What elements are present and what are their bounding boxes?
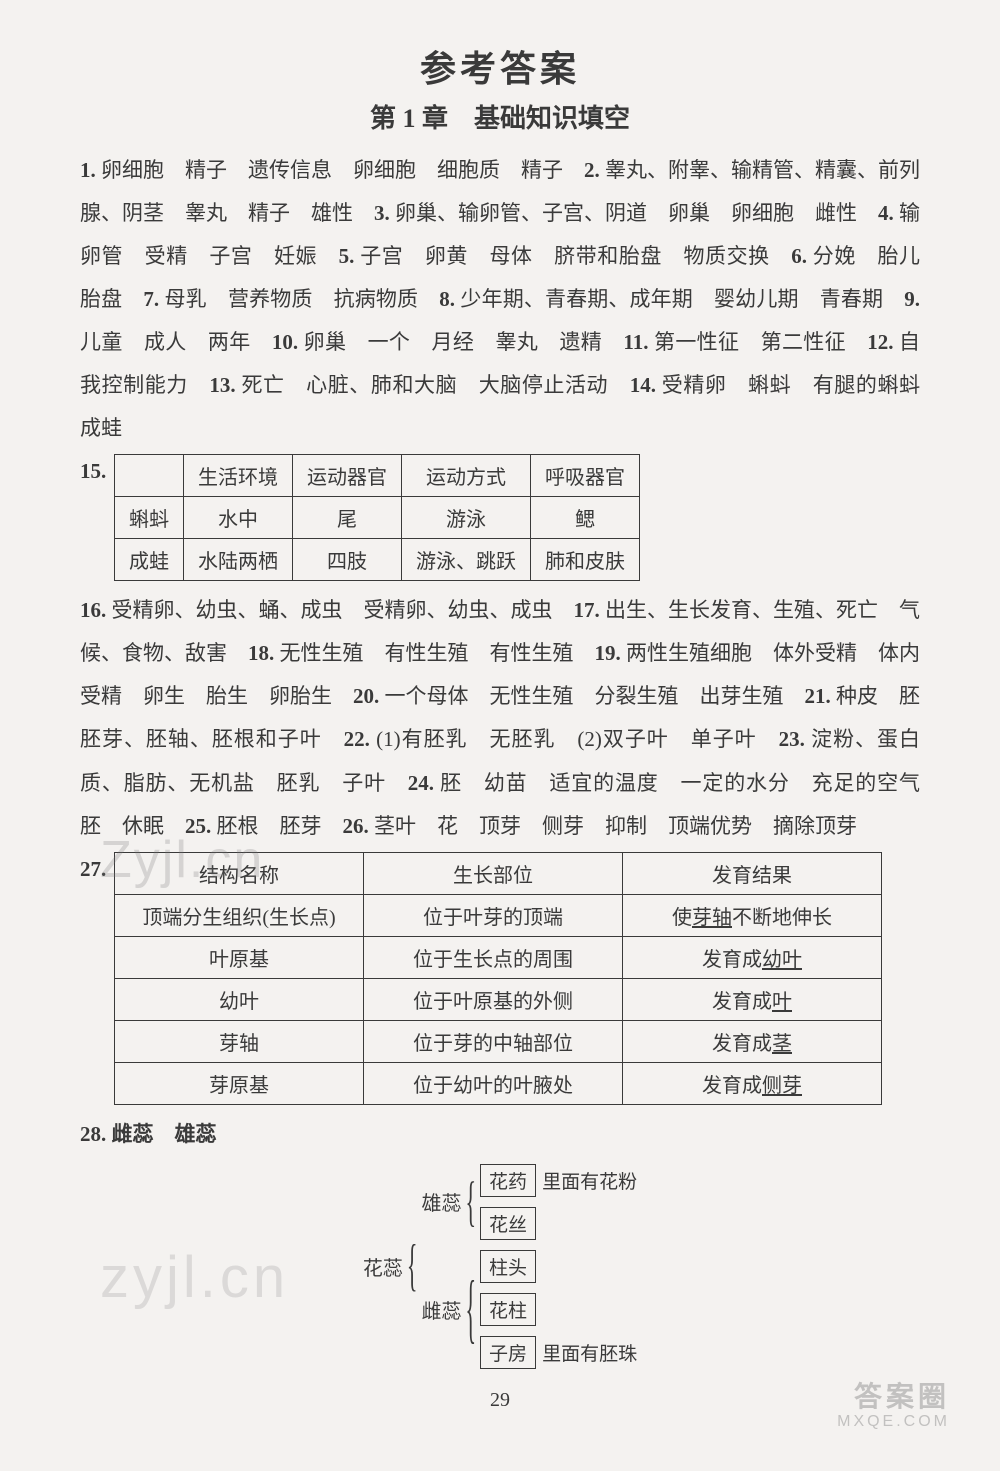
diagram-box: 柱头 bbox=[480, 1250, 536, 1283]
table-header bbox=[115, 455, 184, 497]
q27-row: 27. 结构名称生长部位发育结果顶端分生组织(生长点)位于叶芽的顶端使芽轴不断地… bbox=[80, 848, 920, 1113]
q15-row: 15. 生活环境运动器官运动方式呼吸器官蝌蚪水中尾游泳鳃成蛙水陆两栖四肢游泳、跳… bbox=[80, 450, 920, 589]
diagram-item: 子房里面有胚珠 bbox=[480, 1336, 637, 1369]
brace-icon: { bbox=[407, 1232, 418, 1300]
diagram-branch: 雄蕊{花药里面有花粉花丝 bbox=[421, 1164, 637, 1240]
chapter-title: 第 1 章 基础知识填空 bbox=[80, 98, 920, 135]
answers-block-2: 16. 受精卵、幼虫、蛹、成虫 受精卵、幼虫、成虫 17. 出生、生长发育、生殖… bbox=[80, 589, 920, 847]
diagram-branch: 雌蕊{柱头花柱子房里面有胚珠 bbox=[421, 1250, 637, 1369]
diagram-item: 花柱 bbox=[480, 1293, 637, 1326]
table-15: 生活环境运动器官运动方式呼吸器官蝌蚪水中尾游泳鳃成蛙水陆两栖四肢游泳、跳跃肺和皮… bbox=[114, 454, 640, 581]
table-row: 成蛙水陆两栖四肢游泳、跳跃肺和皮肤 bbox=[115, 539, 640, 581]
diagram-box: 花柱 bbox=[480, 1293, 536, 1326]
diagram-item: 柱头 bbox=[480, 1250, 637, 1283]
diagram-tail: 里面有花粉 bbox=[542, 1167, 637, 1194]
branch-label: 雄蕊 bbox=[421, 1187, 461, 1216]
diagram-root-label: 花蕊 bbox=[363, 1252, 403, 1281]
table-header: 生活环境 bbox=[184, 455, 293, 497]
diagram-item: 花丝 bbox=[480, 1207, 637, 1240]
q28-text: 28. 雌蕊 雄蕊 bbox=[80, 1113, 920, 1156]
diagram-branches: 雄蕊{花药里面有花粉花丝雌蕊{柱头花柱子房里面有胚珠 bbox=[421, 1164, 637, 1369]
table-header: 生长部位 bbox=[364, 852, 623, 894]
branch-items: 柱头花柱子房里面有胚珠 bbox=[480, 1250, 637, 1369]
brace-icon: { bbox=[465, 1264, 476, 1355]
watermark-3b: MXQE.COM bbox=[837, 1413, 950, 1431]
diagram-box: 花丝 bbox=[480, 1207, 536, 1240]
table-row: 蝌蚪水中尾游泳鳃 bbox=[115, 497, 640, 539]
table-row: 叶原基位于生长点的周围发育成幼叶 bbox=[115, 936, 882, 978]
diagram-item: 花药里面有花粉 bbox=[480, 1164, 637, 1197]
table-27: 结构名称生长部位发育结果顶端分生组织(生长点)位于叶芽的顶端使芽轴不断地伸长叶原… bbox=[114, 852, 882, 1105]
table-header: 发育结果 bbox=[623, 852, 882, 894]
diagram-box: 子房 bbox=[480, 1336, 536, 1369]
table-row: 顶端分生组织(生长点)位于叶芽的顶端使芽轴不断地伸长 bbox=[115, 894, 882, 936]
table-header: 运动方式 bbox=[402, 455, 531, 497]
table-header: 呼吸器官 bbox=[531, 455, 640, 497]
q15-number: 15. bbox=[80, 450, 114, 492]
table-row: 芽原基位于幼叶的叶腋处发育成侧芽 bbox=[115, 1062, 882, 1104]
branch-label: 雌蕊 bbox=[421, 1295, 461, 1324]
page-number: 29 bbox=[80, 1389, 920, 1412]
branch-items: 花药里面有花粉花丝 bbox=[480, 1164, 637, 1240]
table-header: 结构名称 bbox=[115, 852, 364, 894]
table-row: 芽轴位于芽的中轴部位发育成茎 bbox=[115, 1020, 882, 1062]
page-title: 参考答案 bbox=[80, 40, 920, 92]
diagram-28: 花蕊 { 雄蕊{花药里面有花粉花丝雌蕊{柱头花柱子房里面有胚珠 bbox=[80, 1164, 920, 1369]
diagram-box: 花药 bbox=[480, 1164, 536, 1197]
answers-block-1: 1. 卵细胞 精子 遗传信息 卵细胞 细胞质 精子 2. 睾丸、附睾、输精管、精… bbox=[80, 149, 920, 450]
brace-icon: { bbox=[465, 1169, 476, 1234]
q27-number: 27. bbox=[80, 848, 114, 890]
diagram-root: 花蕊 { 雄蕊{花药里面有花粉花丝雌蕊{柱头花柱子房里面有胚珠 bbox=[363, 1164, 637, 1369]
table-row: 幼叶位于叶原基的外侧发育成叶 bbox=[115, 978, 882, 1020]
table-header: 运动器官 bbox=[293, 455, 402, 497]
answer-page: 参考答案 第 1 章 基础知识填空 1. 卵细胞 精子 遗传信息 卵细胞 细胞质… bbox=[0, 0, 1000, 1471]
diagram-tail: 里面有胚珠 bbox=[542, 1339, 637, 1366]
